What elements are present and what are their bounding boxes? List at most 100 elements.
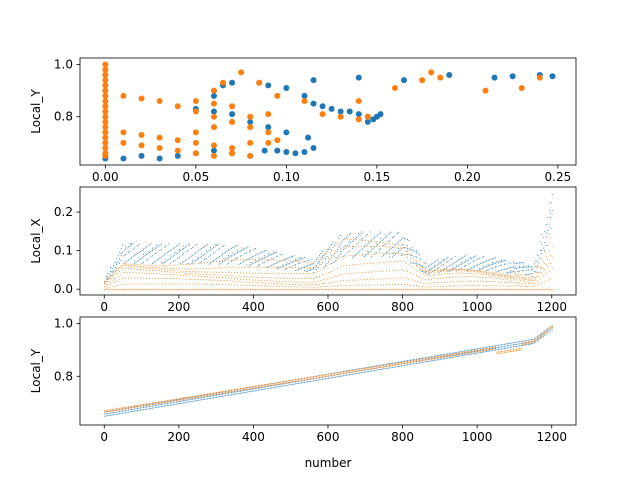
- data-point: [457, 355, 459, 357]
- data-point: [371, 246, 373, 248]
- data-point: [278, 272, 280, 274]
- data-point: [424, 357, 426, 359]
- data-point: [420, 281, 422, 283]
- data-point: [253, 266, 255, 268]
- data-point: [271, 264, 273, 266]
- data-point: [429, 268, 431, 269]
- data-point: [174, 264, 176, 266]
- data-point: [204, 394, 206, 396]
- data-point: [520, 289, 522, 291]
- data-point: [269, 285, 271, 287]
- data-point: [113, 408, 115, 410]
- data-point: [222, 392, 223, 394]
- data-point: [289, 381, 291, 383]
- data-point: [256, 79, 263, 86]
- data-point: [235, 391, 237, 393]
- data-point: [441, 289, 443, 291]
- data-point: [335, 244, 337, 246]
- data-point: [439, 357, 441, 359]
- data-point: [365, 240, 367, 241]
- data-point: [125, 267, 127, 269]
- data-point: [456, 354, 458, 356]
- data-point: [269, 383, 271, 385]
- data-point: [125, 277, 127, 279]
- data-point: [220, 254, 222, 256]
- data-point: [505, 289, 507, 291]
- data-point: [301, 284, 303, 286]
- data-point: [220, 262, 222, 264]
- data-point: [402, 365, 404, 367]
- data-point: [129, 283, 131, 285]
- plot-area-bottom: [80, 317, 576, 425]
- data-point: [320, 259, 322, 261]
- data-point: [259, 289, 261, 291]
- data-point: [453, 355, 455, 357]
- data-point: [189, 396, 191, 398]
- data-point: [162, 269, 164, 271]
- data-point: [539, 336, 541, 337]
- data-point: [251, 386, 253, 388]
- data-point: [368, 366, 370, 368]
- data-point: [465, 280, 467, 282]
- data-point: [313, 289, 314, 291]
- data-point: [414, 262, 416, 264]
- data-point: [144, 264, 146, 266]
- data-point: [301, 267, 303, 269]
- data-point: [286, 258, 288, 260]
- data-point: [375, 366, 377, 368]
- data-point: [104, 411, 106, 413]
- data-point: [311, 263, 313, 265]
- data-point: [319, 111, 326, 118]
- data-point: [108, 415, 110, 416]
- data-point: [383, 253, 385, 255]
- data-point: [442, 285, 444, 287]
- data-point: [317, 280, 319, 282]
- data-point: [183, 400, 185, 402]
- data-point: [325, 258, 326, 260]
- data-point: [347, 255, 349, 257]
- data-point: [199, 262, 201, 264]
- data-point: [366, 289, 368, 291]
- data-point: [154, 402, 156, 404]
- data-point: [156, 406, 158, 408]
- data-point: [483, 271, 485, 273]
- data-point: [175, 245, 177, 247]
- data-point: [330, 377, 332, 379]
- data-point: [251, 279, 253, 281]
- data-point: [478, 349, 480, 351]
- data-point: [237, 257, 238, 259]
- data-point: [471, 273, 473, 274]
- data-point: [492, 289, 493, 291]
- data-point: [442, 289, 444, 291]
- data-point: [144, 405, 146, 407]
- data-point: [375, 278, 377, 280]
- data-point: [383, 368, 385, 370]
- data-point: [193, 278, 195, 280]
- data-point: [350, 284, 352, 286]
- data-point: [507, 350, 508, 351]
- data-point: [117, 409, 119, 411]
- data-point: [490, 350, 492, 352]
- data-point: [456, 264, 458, 266]
- data-point: [420, 272, 422, 274]
- data-point: [544, 289, 546, 291]
- data-point: [266, 259, 268, 261]
- scatter-marks-middle: [104, 194, 553, 291]
- data-point: [541, 234, 543, 236]
- data-point: [245, 247, 247, 249]
- data-point: [241, 390, 243, 392]
- data-point: [241, 262, 243, 264]
- data-point: [102, 134, 109, 141]
- data-point: [548, 329, 550, 331]
- data-point: [457, 285, 459, 287]
- data-point: [447, 273, 449, 275]
- data-point: [535, 271, 537, 273]
- data-point: [398, 362, 400, 364]
- data-point: [225, 390, 226, 392]
- data-point: [148, 406, 150, 407]
- data-point: [427, 357, 429, 359]
- data-point: [287, 260, 289, 262]
- data-point: [468, 351, 470, 353]
- data-point: [535, 285, 537, 287]
